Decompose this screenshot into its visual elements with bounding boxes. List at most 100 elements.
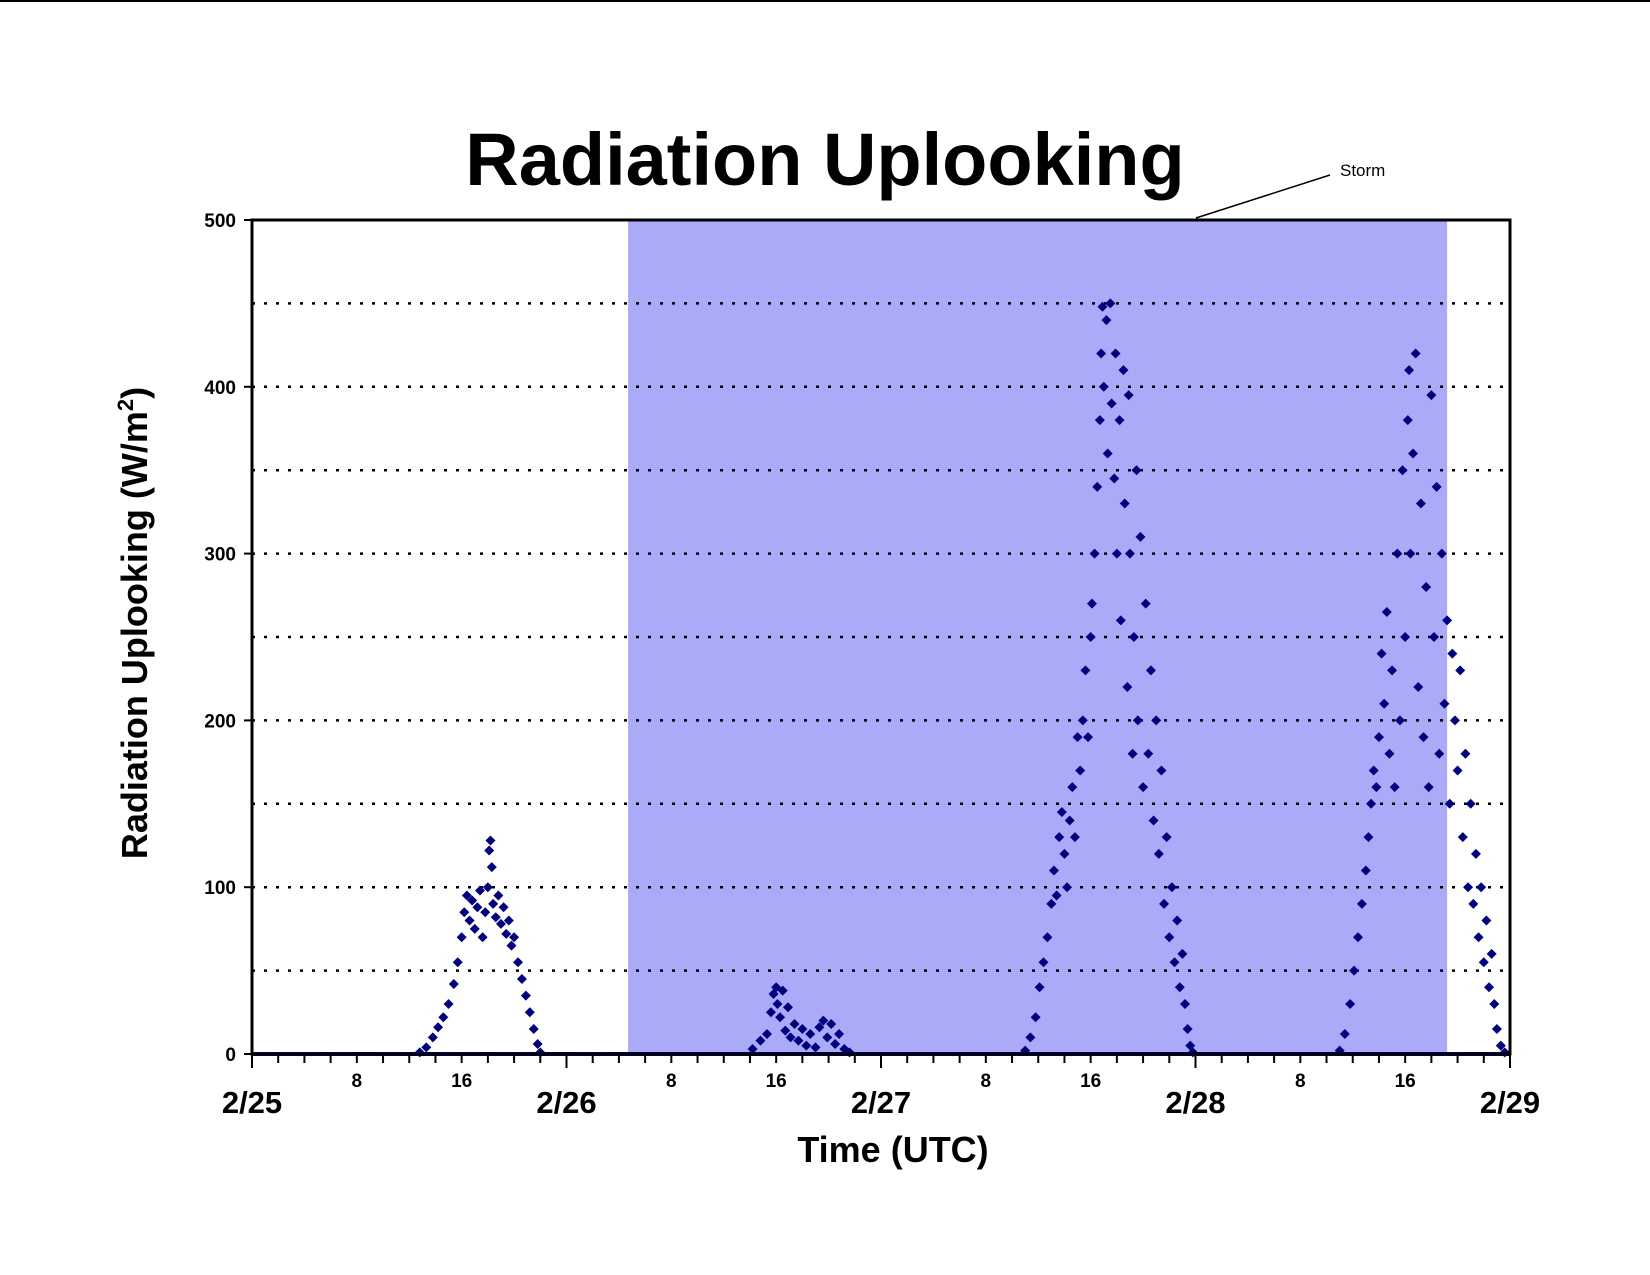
data-point xyxy=(789,1018,800,1029)
data-point xyxy=(1169,957,1180,968)
data-point xyxy=(1484,982,1495,993)
data-point xyxy=(801,1040,812,1051)
data-point xyxy=(1468,898,1479,909)
data-point xyxy=(1455,665,1466,676)
data-point xyxy=(1064,815,1075,826)
data-point xyxy=(1096,348,1107,359)
data-point xyxy=(1123,390,1134,401)
data-point xyxy=(1119,498,1130,509)
data-point xyxy=(520,990,531,1001)
y-axis-label-close: ) xyxy=(114,387,155,399)
data-point xyxy=(1410,348,1421,359)
data-point xyxy=(1356,898,1367,909)
data-point xyxy=(493,890,504,901)
x-minor-tick-label: 8 xyxy=(1295,1071,1306,1092)
data-point xyxy=(785,1032,796,1043)
data-point xyxy=(509,932,520,943)
data-point xyxy=(1127,748,1138,759)
data-point xyxy=(1476,882,1487,893)
x-major-tick-label: 2/27 xyxy=(851,1085,911,1120)
data-point xyxy=(1143,748,1154,759)
data-point xyxy=(1153,848,1164,859)
page-top-rule xyxy=(0,0,1650,2)
data-point xyxy=(1444,798,1455,809)
x-major-tick-label: 2/26 xyxy=(536,1085,596,1120)
data-point xyxy=(1145,665,1156,676)
data-point xyxy=(475,885,486,896)
x-major-tick-label: 2/29 xyxy=(1480,1085,1540,1120)
storm-shaded-region xyxy=(628,220,1448,1054)
data-point xyxy=(456,932,467,943)
data-point xyxy=(1034,982,1045,993)
data-point xyxy=(495,918,506,929)
data-point xyxy=(1363,832,1374,843)
data-point xyxy=(461,890,472,901)
data-point xyxy=(1085,632,1096,642)
data-point xyxy=(1463,882,1474,893)
data-point xyxy=(1387,665,1398,676)
data-point xyxy=(506,940,517,951)
x-axis-ticks: 8 16 8 16 8 16 8 16 2/25 2/26 2/27 2/28 2/29 xyxy=(222,1054,1540,1120)
data-point xyxy=(1111,548,1122,559)
data-point xyxy=(501,928,512,939)
data-point xyxy=(433,1022,444,1033)
data-point xyxy=(1442,615,1453,626)
data-point xyxy=(1151,715,1162,726)
chart-title: Radiation Uplooking xyxy=(465,118,1184,201)
data-point xyxy=(1180,998,1191,1009)
data-point xyxy=(805,1028,816,1039)
data-point xyxy=(1349,965,1360,976)
data-point xyxy=(1148,815,1159,826)
data-point xyxy=(1097,301,1108,312)
data-point xyxy=(1491,1023,1502,1034)
data-point xyxy=(1105,298,1116,309)
data-point xyxy=(1371,782,1382,793)
data-point xyxy=(1434,748,1445,759)
data-point xyxy=(477,932,488,943)
data-point xyxy=(793,1035,804,1046)
y-tick-label: 300 xyxy=(204,545,236,566)
data-point xyxy=(1366,798,1377,809)
data-point xyxy=(1392,548,1403,559)
data-point xyxy=(490,912,501,923)
data-point xyxy=(1166,882,1177,893)
data-point xyxy=(1495,1040,1506,1051)
data-point xyxy=(755,1035,766,1046)
data-point xyxy=(1489,998,1500,1009)
data-point xyxy=(1118,365,1129,376)
x-axis-label: Time (UTC) xyxy=(797,1129,988,1170)
data-point xyxy=(498,902,509,913)
data-point xyxy=(472,902,483,913)
data-point xyxy=(1478,957,1489,968)
data-point xyxy=(1161,832,1172,843)
data-point xyxy=(1423,782,1434,793)
data-point xyxy=(1182,1023,1193,1034)
data-point xyxy=(1449,715,1460,726)
data-point xyxy=(765,1007,776,1018)
data-point xyxy=(1135,531,1146,542)
data-point xyxy=(1436,548,1447,559)
data-point xyxy=(486,862,497,873)
data-point xyxy=(1048,865,1059,876)
data-point xyxy=(1404,365,1415,376)
data-point xyxy=(780,1025,791,1036)
data-point xyxy=(1046,898,1057,909)
x-major-tick-label: 2/28 xyxy=(1165,1085,1225,1120)
data-point xyxy=(1418,732,1429,743)
data-point xyxy=(1415,498,1426,509)
data-point xyxy=(516,973,527,984)
data-point xyxy=(1177,948,1188,959)
data-point xyxy=(1402,415,1413,426)
data-point xyxy=(1376,648,1387,659)
data-point xyxy=(1101,315,1112,326)
data-point xyxy=(1115,615,1126,626)
data-point xyxy=(772,998,783,1009)
y-tick-label: 100 xyxy=(204,878,236,899)
data-point xyxy=(1397,465,1408,476)
data-point xyxy=(1122,682,1133,693)
data-point xyxy=(1038,957,1049,968)
data-point xyxy=(532,1038,543,1049)
data-point xyxy=(427,1032,438,1043)
data-point xyxy=(1481,915,1492,926)
data-point xyxy=(1069,832,1080,843)
